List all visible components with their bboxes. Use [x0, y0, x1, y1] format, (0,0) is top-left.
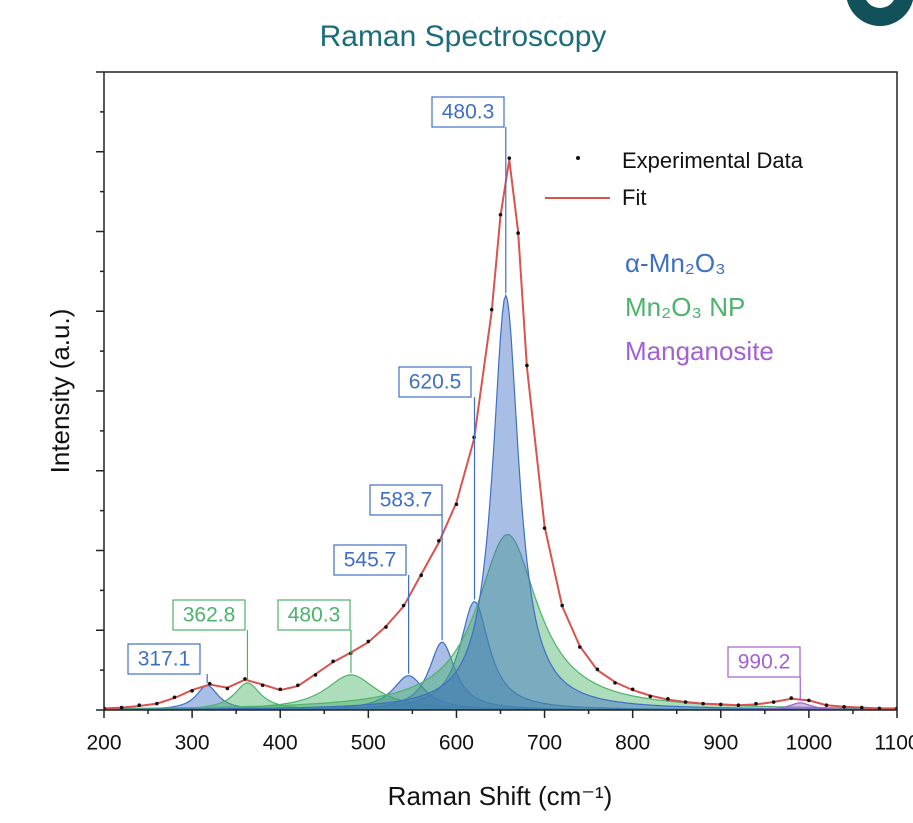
- annotation-box: [369, 484, 443, 516]
- annotation-label: 583.7: [380, 489, 433, 512]
- data-point: [137, 703, 142, 708]
- data-point: [578, 645, 582, 649]
- data-point: [489, 307, 494, 312]
- x-tick-label: 1000: [786, 732, 833, 755]
- data-point: [437, 539, 441, 543]
- y-axis-label: Intensity (a.u.): [45, 309, 75, 474]
- data-point: [736, 703, 741, 708]
- data-point: [331, 659, 335, 664]
- data-point: [542, 526, 547, 530]
- data-point: [498, 212, 503, 217]
- annotation-box: [727, 646, 801, 678]
- data-point: [789, 696, 794, 700]
- data-point: [207, 681, 212, 686]
- annotation-box: [431, 96, 505, 128]
- data-point: [313, 673, 318, 677]
- component-peak: [104, 533, 897, 710]
- data-point: [666, 697, 670, 701]
- annotation-label: 480.3: [288, 604, 341, 627]
- x-tick-label: 800: [615, 732, 650, 755]
- phase-legend-label: α-Mn₂O₃: [625, 248, 726, 278]
- data-point: [155, 701, 159, 706]
- phase-legend-label: Mn₂O₃ NP: [625, 292, 745, 322]
- x-tick-label: 600: [439, 732, 474, 755]
- data-point: [701, 701, 705, 706]
- phase-legend-label: Manganosite: [625, 336, 774, 366]
- annotation-box: [398, 366, 472, 398]
- annotation-box: [172, 599, 246, 631]
- data-point: [824, 703, 829, 708]
- annotation-box: [127, 643, 201, 675]
- annotation-label: 480.3: [442, 101, 495, 124]
- data-point: [507, 156, 512, 160]
- data-point: [754, 701, 758, 706]
- data-point: [877, 706, 882, 710]
- data-point: [454, 502, 459, 507]
- data-point: [190, 689, 194, 693]
- x-axis-label: Raman Shift (cm⁻¹): [388, 781, 613, 811]
- data-point: [260, 683, 265, 688]
- annotation-label: 545.7: [344, 549, 397, 572]
- x-tick-label: 1100: [874, 732, 913, 755]
- data-point: [119, 705, 124, 710]
- data-point: [243, 677, 247, 681]
- annotation-label: 317.1: [138, 648, 191, 671]
- data-point: [296, 683, 300, 688]
- data-point: [595, 667, 600, 672]
- data-point: [366, 639, 371, 644]
- x-tick-label: 900: [703, 732, 738, 755]
- data-point: [683, 700, 688, 704]
- data-point: [525, 363, 529, 368]
- fit-line: [104, 159, 897, 710]
- data-point: [516, 231, 520, 235]
- annotation-label: 362.8: [183, 604, 236, 627]
- corner-decoration: [846, 0, 913, 26]
- data-point: [807, 698, 811, 703]
- data-point: [859, 705, 864, 710]
- annotation-label: 990.2: [738, 651, 791, 674]
- data-point: [560, 603, 564, 608]
- legend-label: Fit: [622, 185, 646, 210]
- data-point: [225, 686, 230, 691]
- data-point: [401, 603, 406, 608]
- legend-marker-dot: [576, 156, 580, 160]
- annotation-box: [333, 544, 407, 576]
- data-point: [842, 705, 846, 709]
- chart-title: Raman Spectroscopy: [320, 20, 607, 53]
- annotation-label: 620.5: [409, 371, 462, 394]
- x-tick-label: 700: [527, 732, 562, 755]
- x-tick-label: 300: [175, 732, 210, 755]
- data-point: [384, 625, 388, 629]
- corner-decoration-hole: [866, 0, 894, 8]
- data-point: [419, 573, 424, 578]
- data-point: [278, 687, 283, 692]
- data-point: [613, 681, 617, 685]
- x-tick-label: 400: [263, 732, 298, 755]
- data-point: [718, 702, 723, 707]
- x-tick-label: 200: [86, 732, 121, 755]
- annotation-box: [277, 599, 351, 631]
- x-tick-label: 500: [351, 732, 386, 755]
- data-point: [771, 700, 776, 704]
- data-point: [648, 694, 653, 699]
- data-point: [630, 687, 635, 692]
- data-point: [172, 695, 177, 700]
- legend-label: Experimental Data: [622, 148, 804, 173]
